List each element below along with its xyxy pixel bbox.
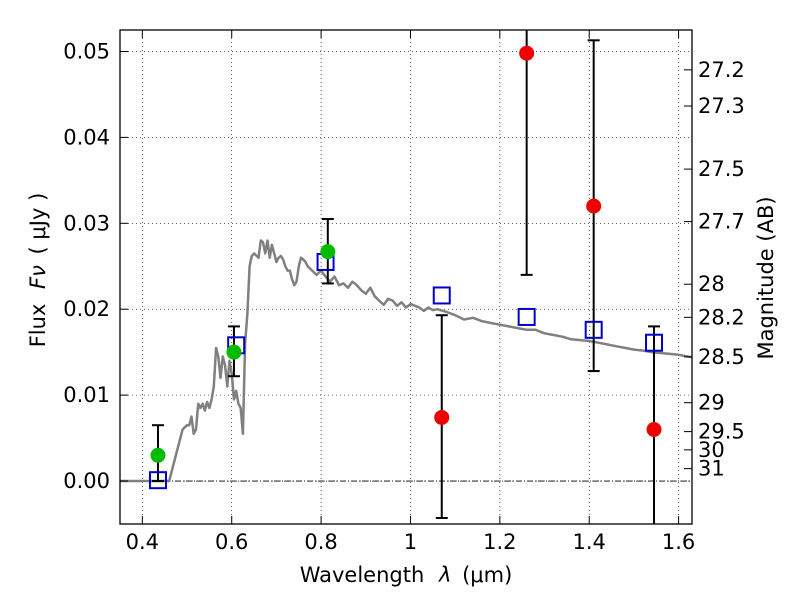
mag-tick-label: 29.5 (698, 420, 745, 444)
y-tick-label: 0.05 (63, 39, 110, 63)
mag-tick-label: 28.5 (698, 345, 745, 369)
model-photometry-square (645, 333, 664, 352)
y-axis-label: Flux Fν ( μJy ) (26, 193, 50, 348)
y-axis-label-text: Flux (26, 304, 50, 348)
y-tick-label: 0.02 (63, 297, 110, 321)
upper-limit-point (646, 421, 662, 437)
y-ticks: 0.00 0.01 0.02 0.03 0.04 0.05 (63, 39, 128, 493)
mag-tick-label: 29 (698, 391, 725, 415)
mag-tick-label: 30 (698, 438, 725, 462)
detection-point (320, 244, 336, 260)
mag-tick-label: 31 (698, 457, 725, 481)
x-ticks: 0.4 0.6 0.8 1 1.2 1.4 1.6 (126, 30, 695, 554)
detection-point (226, 344, 242, 360)
y-axis-label-symbol: Fν (26, 265, 50, 289)
mag-tick-label: 28.2 (698, 305, 745, 329)
upper-limit-point (519, 45, 535, 61)
mag-tick-label: 27.5 (698, 157, 745, 181)
y-tick-label: 0.00 (63, 469, 110, 493)
model-photometry-square (432, 286, 451, 305)
y-tick-label: 0.04 (63, 125, 110, 149)
x-tick-label: 0.4 (126, 530, 159, 554)
x-tick-label: 1 (404, 530, 417, 554)
grid-lines (120, 30, 692, 524)
y-tick-label: 0.03 (63, 211, 110, 235)
model-sed-line (120, 239, 693, 483)
x-axis-label: Wavelength λ (μm) (300, 563, 513, 587)
x-axis-label-unit: (μm) (462, 563, 512, 587)
model-photometry-square (584, 320, 603, 339)
x-axis-label-symbol: λ (438, 563, 451, 587)
mag-tick-label: 27.2 (698, 58, 745, 82)
photometry-points-layer (150, 45, 662, 463)
mag-tick-label: 27.7 (698, 210, 745, 234)
model-sed-layer (120, 239, 693, 483)
x-tick-label: 1.6 (662, 530, 695, 554)
error-bars-layer (151, 30, 661, 524)
model-photometry-square (148, 471, 167, 490)
y-tick-label: 0.01 (63, 383, 110, 407)
detection-point (150, 447, 166, 463)
x-tick-label: 0.8 (304, 530, 337, 554)
x-tick-label: 0.6 (215, 530, 248, 554)
upper-limit-point (434, 409, 450, 425)
upper-limit-point (586, 198, 602, 214)
plot-frame (119, 29, 693, 525)
model-photometry-square (517, 307, 536, 326)
model-photometry-layer (148, 252, 664, 490)
y2-axis-label: Magnitude (AB) (754, 196, 778, 359)
x-tick-label: 1.4 (573, 530, 606, 554)
mag-tick-label: 28 (698, 272, 725, 296)
y-axis-label-unit: ( μJy ) (26, 193, 50, 255)
x-tick-label: 1.2 (483, 530, 516, 554)
x-axis-label-text: Wavelength (300, 563, 425, 587)
mag-tick-label: 27.3 (698, 94, 745, 118)
